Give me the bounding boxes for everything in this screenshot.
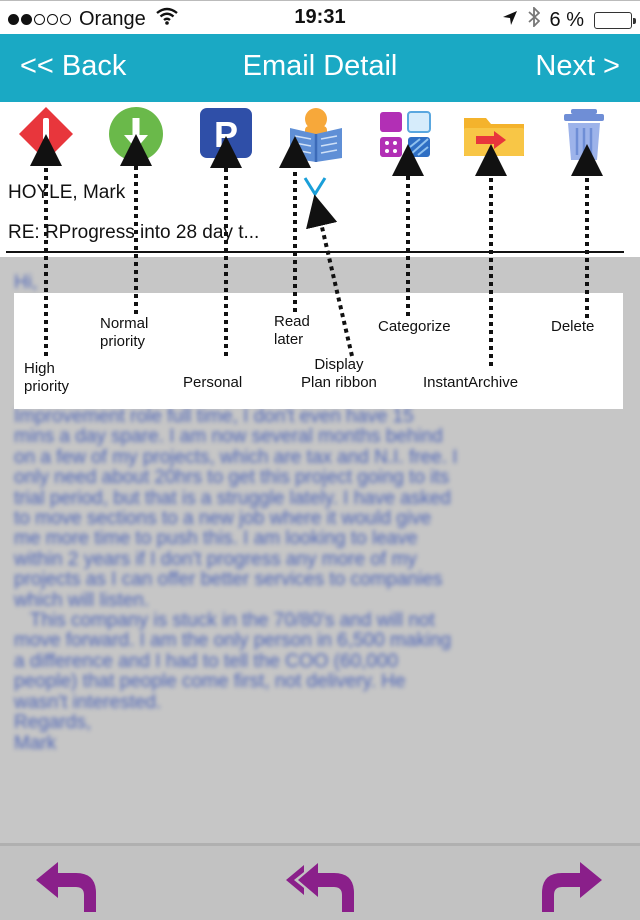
next-button[interactable]: Next > xyxy=(535,50,620,82)
carrier-name: Orange xyxy=(79,7,146,30)
personal-icon: P xyxy=(200,108,252,158)
reply-icon xyxy=(36,862,96,912)
normal-priority-button[interactable] xyxy=(100,106,172,162)
trash-icon xyxy=(564,109,604,160)
categorize-button[interactable] xyxy=(370,106,442,162)
label-read-later: Read later xyxy=(274,313,310,348)
forward-icon xyxy=(542,862,602,912)
header-divider xyxy=(6,251,624,253)
high-priority-icon xyxy=(19,107,73,161)
label-high-priority: High priority xyxy=(24,360,70,395)
forward-button[interactable] xyxy=(530,860,610,916)
label-personal: Personal xyxy=(183,374,243,391)
action-toolbar: P xyxy=(0,102,640,166)
icon-legend: High priority Normal priority Personal R… xyxy=(14,293,623,409)
reply-button[interactable] xyxy=(28,860,108,916)
read-later-icon xyxy=(290,108,342,162)
label-display-plan-ribbon: Display Plan ribbon xyxy=(301,356,377,391)
bluetooth-icon xyxy=(527,5,540,33)
delete-button[interactable] xyxy=(548,106,620,162)
carrier-indicator: Orange xyxy=(8,7,178,31)
email-body-text: Improvement role full time, I don't even… xyxy=(14,406,458,754)
bottom-action-bar xyxy=(0,843,640,920)
label-instant-archive: InstantArchive xyxy=(423,374,519,391)
label-normal-priority: Normal priority xyxy=(100,315,149,350)
email-greeting: Hi, xyxy=(14,272,38,293)
nav-bar: << Back Email Detail Next > xyxy=(0,34,640,102)
high-priority-button[interactable] xyxy=(10,106,82,162)
read-later-button[interactable] xyxy=(280,106,352,162)
back-button[interactable]: << Back xyxy=(20,50,127,82)
plan-ribbon-toggle[interactable] xyxy=(302,174,328,205)
email-sender: HOYLE, Mark xyxy=(8,182,126,203)
label-delete: Delete xyxy=(551,318,595,335)
wifi-icon xyxy=(155,7,178,31)
svg-text:P: P xyxy=(214,114,238,155)
page-title: Email Detail xyxy=(242,50,398,82)
instant-archive-icon xyxy=(464,118,524,156)
normal-priority-icon xyxy=(109,107,163,161)
chevron-down-icon xyxy=(303,177,327,197)
signal-strength-icon xyxy=(8,13,71,25)
battery-icon xyxy=(594,11,636,29)
personal-button[interactable]: P xyxy=(190,106,262,162)
email-subject: RE: RProgress into 28 day t... xyxy=(8,222,260,243)
label-categorize: Categorize xyxy=(378,318,451,335)
categorize-icon xyxy=(380,111,431,157)
reply-all-icon xyxy=(286,863,354,912)
reply-all-button[interactable] xyxy=(284,860,364,916)
battery-percent: 6 % xyxy=(549,8,584,31)
clock: 19:31 xyxy=(294,6,346,28)
location-arrow-icon xyxy=(502,9,518,32)
instant-archive-button[interactable] xyxy=(458,106,530,162)
status-bar: Orange 19:31 6 % xyxy=(0,0,640,34)
